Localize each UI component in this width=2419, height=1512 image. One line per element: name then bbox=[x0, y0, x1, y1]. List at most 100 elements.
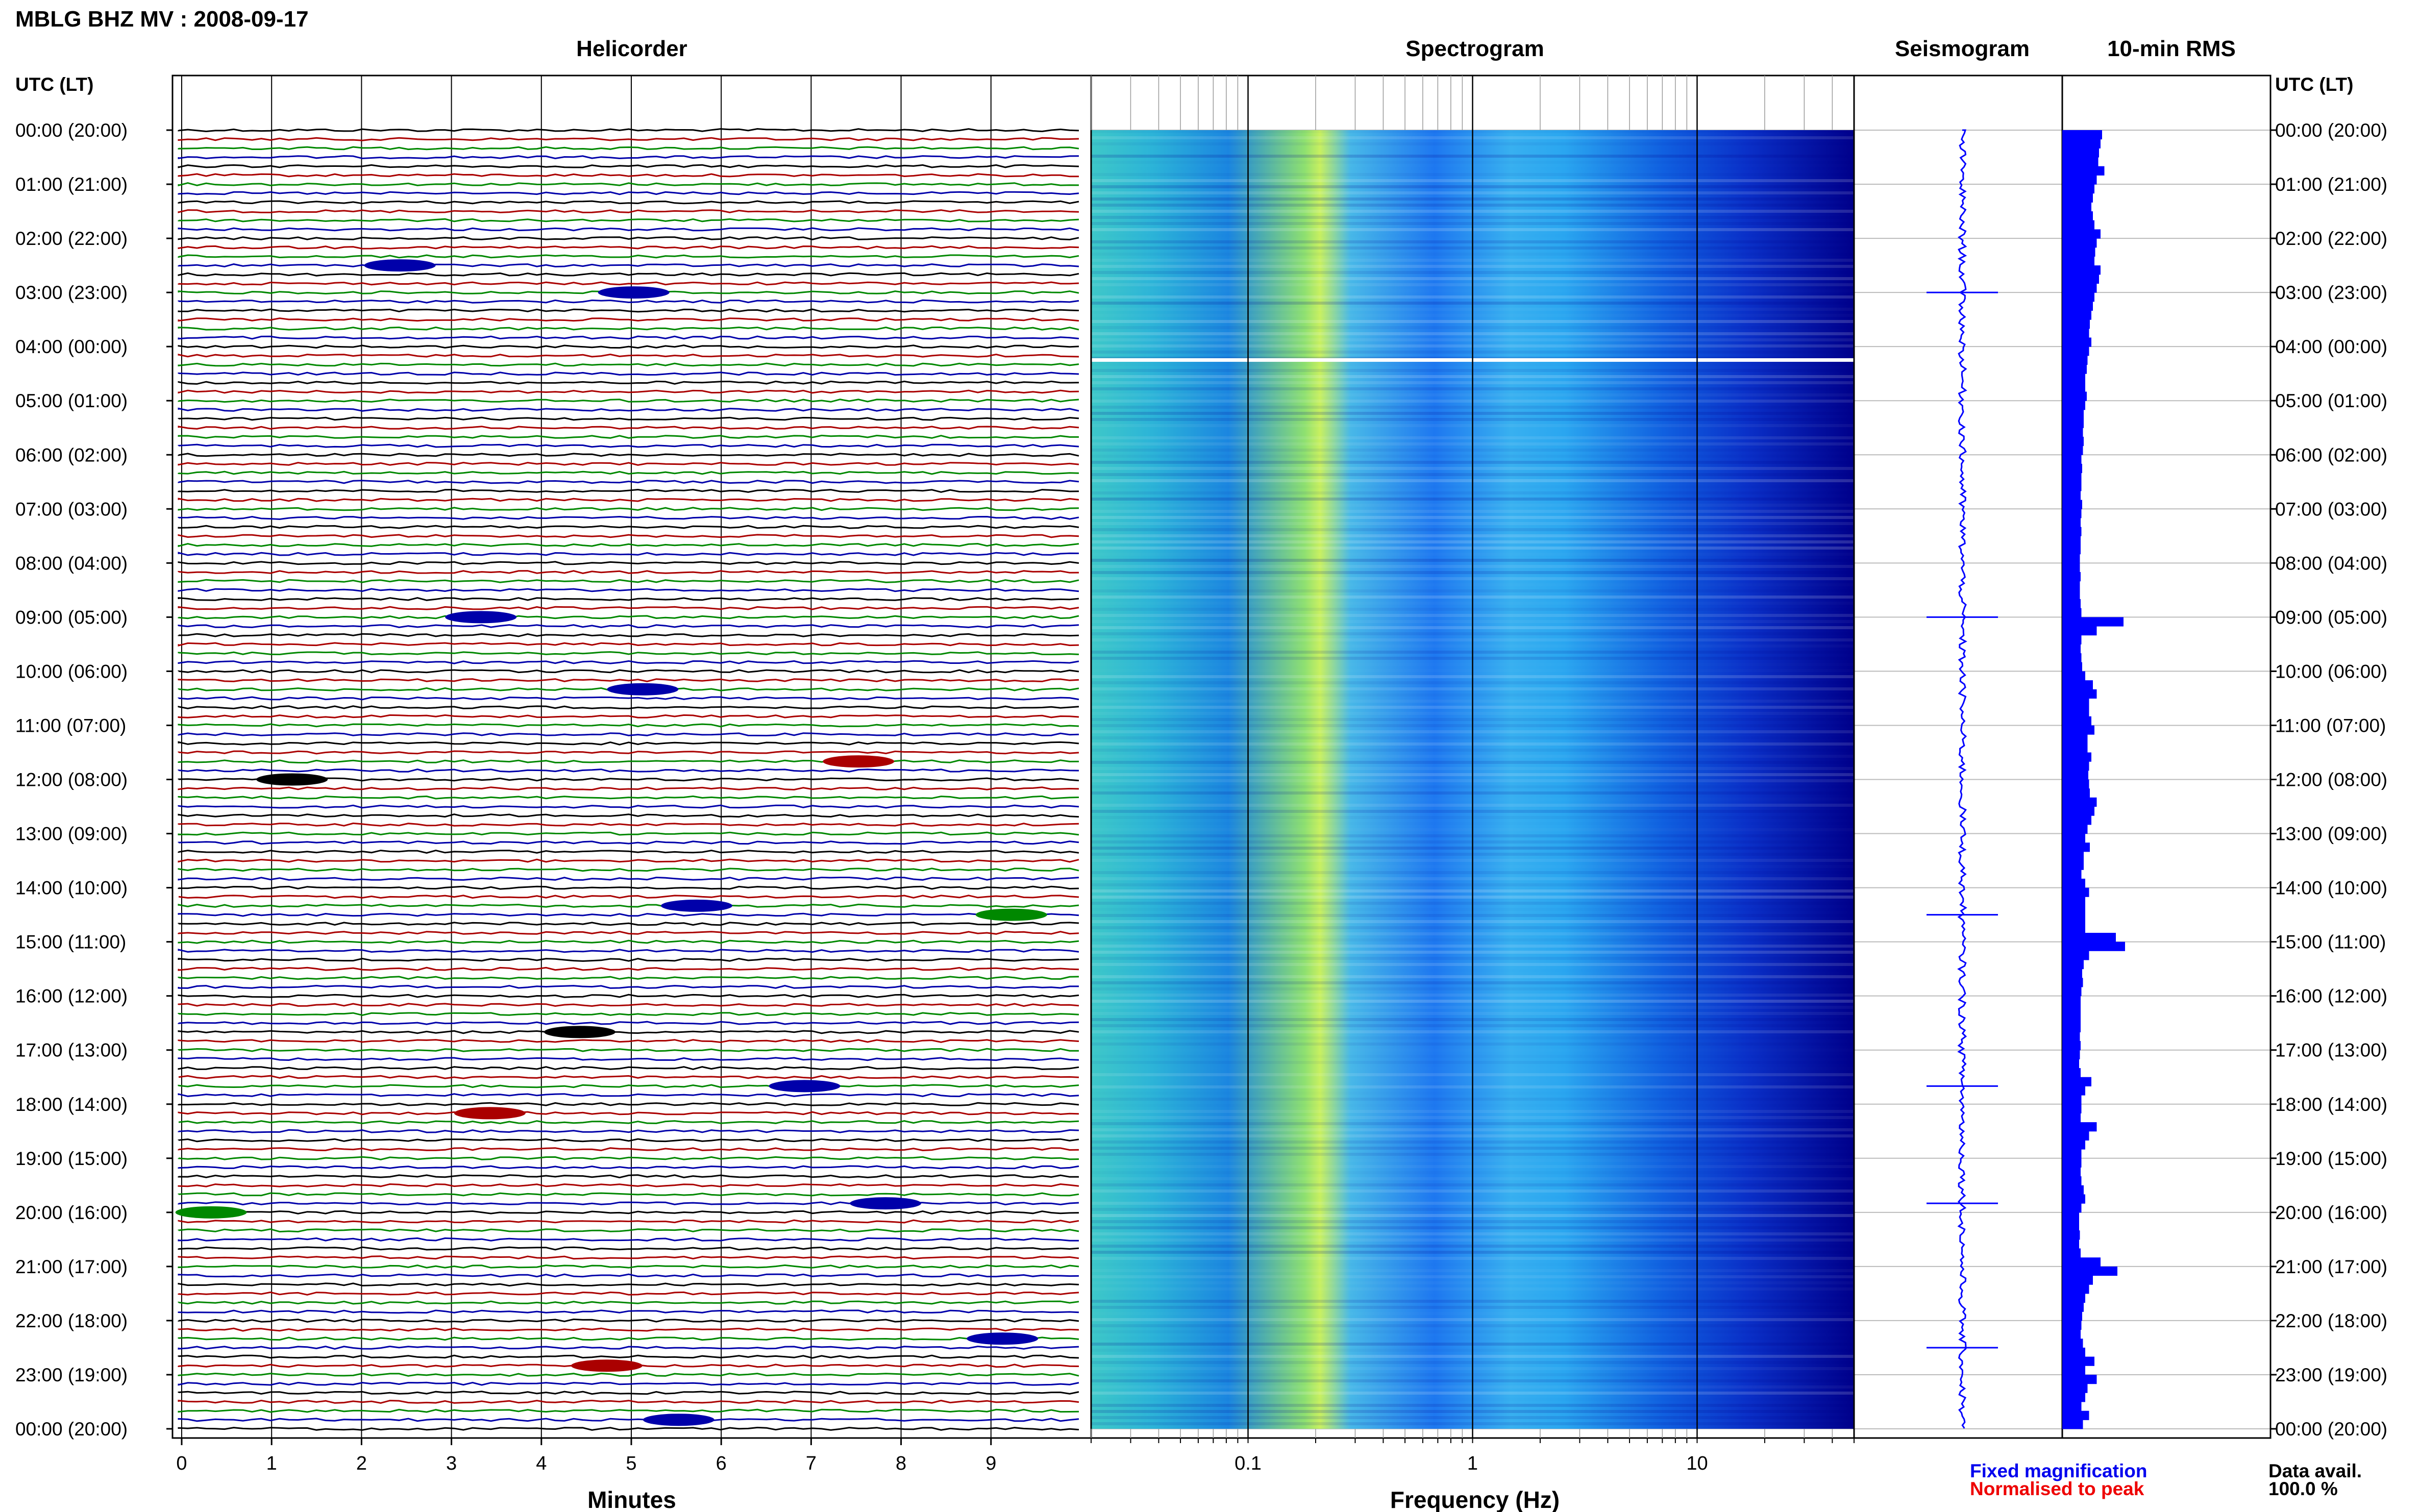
rms-bar bbox=[2062, 1356, 2094, 1366]
rms-bar bbox=[2062, 1375, 2097, 1384]
helicorder-trace-row bbox=[178, 480, 1079, 484]
helicorder-trace-row bbox=[178, 1300, 1079, 1305]
helicorder-trace-row bbox=[178, 759, 1079, 764]
helicorder-trace-row bbox=[178, 1111, 1079, 1116]
helicorder-trace-row bbox=[178, 407, 1079, 412]
time-tick-label-left: 00:00 (20:00) bbox=[15, 120, 128, 141]
helicorder-trace-row bbox=[178, 849, 1079, 854]
helicorder-trace-row bbox=[178, 1057, 1079, 1061]
rms-bar bbox=[2062, 581, 2080, 590]
rms-bar bbox=[2062, 788, 2090, 798]
rms-bar bbox=[2062, 626, 2097, 636]
rms-bar bbox=[2062, 1339, 2083, 1348]
rms-bar bbox=[2062, 815, 2091, 825]
time-tick-label-right: 03:00 (23:00) bbox=[2275, 282, 2387, 303]
helicorder-trace-row bbox=[178, 876, 1079, 881]
helicorder-trace-row bbox=[178, 1030, 1079, 1034]
time-tick-label-left: 23:00 (19:00) bbox=[15, 1365, 128, 1385]
rms-bar bbox=[2062, 707, 2089, 717]
helicorder-trace-row bbox=[178, 281, 1079, 286]
helicorder-trace-row bbox=[178, 1165, 1079, 1170]
helicorder-trace-row bbox=[178, 1426, 1079, 1431]
helicorder-trace-row bbox=[178, 326, 1079, 331]
rms-bar bbox=[2062, 842, 2090, 852]
time-tick-label-left: 09:00 (05:00) bbox=[15, 607, 128, 628]
rms-bar bbox=[2062, 1329, 2081, 1339]
minute-tick-label: 8 bbox=[896, 1453, 906, 1474]
helicorder-trace-row bbox=[178, 1138, 1079, 1143]
rms-bar bbox=[2062, 1104, 2082, 1113]
rms-bar bbox=[2062, 1185, 2084, 1195]
minute-tick-labels: 0 1 2 3 4 5 6 7 8 9 bbox=[176, 1438, 996, 1474]
rms-bar bbox=[2062, 951, 2089, 960]
time-tick-label-left: 13:00 (09:00) bbox=[15, 824, 128, 845]
helicorder-trace-row bbox=[178, 822, 1079, 827]
rms-bar bbox=[2062, 1158, 2082, 1168]
rms-bar bbox=[2062, 1122, 2097, 1132]
rms-bar bbox=[2062, 527, 2082, 536]
helicorder-trace-row bbox=[178, 903, 1079, 908]
rms-bar bbox=[2062, 292, 2094, 302]
rms-bar bbox=[2062, 545, 2081, 555]
helicorder-trace-row bbox=[178, 1012, 1079, 1017]
rms-bar bbox=[2062, 1302, 2084, 1312]
helicorder-trace-row bbox=[178, 633, 1079, 637]
rms-bar bbox=[2062, 1320, 2082, 1330]
helicorder-trace-row bbox=[178, 1147, 1079, 1151]
helicorder-trace-row bbox=[178, 534, 1079, 538]
helicorder-trace-row bbox=[178, 515, 1079, 520]
rms-bar bbox=[2062, 1275, 2093, 1285]
helicorder-trace-row bbox=[178, 696, 1079, 701]
helicorder-event bbox=[454, 1107, 526, 1120]
helicorder-trace-row bbox=[178, 461, 1079, 466]
helicorder-trace-row bbox=[178, 939, 1079, 944]
time-tick-label-right: 21:00 (17:00) bbox=[2275, 1256, 2387, 1277]
helicorder-event bbox=[975, 908, 1047, 921]
helicorder-trace-row bbox=[178, 1381, 1079, 1386]
rms-bar bbox=[2062, 698, 2089, 708]
helicorder-trace-row bbox=[178, 795, 1079, 800]
rms-bar bbox=[2062, 779, 2089, 789]
rms-bar bbox=[2062, 653, 2082, 663]
rms-bar bbox=[2062, 1086, 2085, 1096]
rms-title: 10-min RMS bbox=[2107, 36, 2236, 61]
helicorder-trace-row bbox=[178, 885, 1079, 890]
rms-bar bbox=[2062, 473, 2082, 482]
helicorder-trace-row bbox=[178, 1237, 1079, 1242]
helicorder-trace-row bbox=[178, 570, 1079, 575]
helicorder-trace-row bbox=[178, 669, 1079, 674]
helicorder-trace-row bbox=[178, 1183, 1079, 1187]
helicorder-trace-row bbox=[178, 137, 1079, 141]
helicorder-trace-row bbox=[178, 714, 1079, 718]
time-tick-label-left: 11:00 (07:00) bbox=[15, 715, 126, 736]
time-tick-label-right: 08:00 (04:00) bbox=[2275, 553, 2387, 574]
rms-bar bbox=[2062, 274, 2099, 284]
rms-bars bbox=[2062, 130, 2125, 1429]
helicorder-trace-row bbox=[178, 227, 1079, 232]
rms-bar bbox=[2062, 563, 2080, 573]
rms-bar bbox=[2062, 590, 2080, 600]
helicorder-trace-row bbox=[178, 236, 1079, 241]
rms-bar bbox=[2062, 175, 2097, 185]
frequency-tick-label: 10 bbox=[1686, 1453, 1708, 1474]
minute-tick-label: 6 bbox=[716, 1453, 727, 1474]
rms-bar bbox=[2062, 734, 2088, 744]
rms-bar bbox=[2062, 1284, 2089, 1294]
helicorder-trace-row bbox=[178, 750, 1079, 755]
rms-bar bbox=[2062, 500, 2082, 509]
rms-bar bbox=[2062, 599, 2081, 609]
helicorder-trace-row bbox=[178, 1255, 1079, 1260]
rms-bar bbox=[2062, 1266, 2117, 1276]
time-tick-label-right: 07:00 (03:00) bbox=[2275, 499, 2387, 519]
rms-bar bbox=[2062, 1257, 2101, 1267]
helicorder-event bbox=[769, 1080, 841, 1093]
rms-bar bbox=[2062, 725, 2094, 735]
rms-bar bbox=[2062, 139, 2101, 148]
helicorder-trace-row bbox=[178, 542, 1079, 548]
rms-bar bbox=[2062, 1347, 2085, 1357]
minute-tick-label: 2 bbox=[356, 1453, 367, 1474]
helicorder-trace-row bbox=[178, 218, 1079, 222]
rms-bar bbox=[2062, 1050, 2080, 1059]
rms-bar bbox=[2062, 680, 2093, 690]
helicorder-trace-row bbox=[178, 597, 1079, 601]
